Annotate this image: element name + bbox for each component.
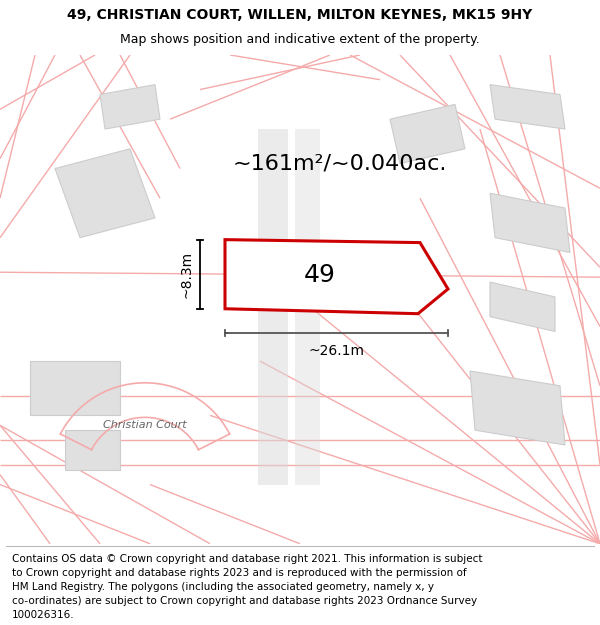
Polygon shape [258, 129, 288, 484]
Polygon shape [490, 282, 555, 331]
Polygon shape [390, 104, 465, 164]
Polygon shape [225, 239, 448, 314]
Text: co-ordinates) are subject to Crown copyright and database rights 2023 Ordnance S: co-ordinates) are subject to Crown copyr… [12, 596, 477, 606]
Text: to Crown copyright and database rights 2023 and is reproduced with the permissio: to Crown copyright and database rights 2… [12, 568, 467, 578]
Polygon shape [55, 149, 155, 238]
Polygon shape [65, 430, 120, 470]
Polygon shape [100, 84, 160, 129]
Text: Map shows position and indicative extent of the property.: Map shows position and indicative extent… [120, 33, 480, 46]
Polygon shape [490, 84, 565, 129]
Text: 100026316.: 100026316. [12, 611, 74, 621]
Text: Contains OS data © Crown copyright and database right 2021. This information is : Contains OS data © Crown copyright and d… [12, 554, 482, 564]
Text: Christian Court: Christian Court [103, 420, 187, 430]
Text: ~26.1m: ~26.1m [308, 344, 365, 358]
Polygon shape [30, 361, 120, 416]
Polygon shape [470, 371, 565, 445]
Polygon shape [295, 129, 320, 484]
Text: 49: 49 [304, 263, 336, 287]
Polygon shape [490, 193, 570, 253]
Text: HM Land Registry. The polygons (including the associated geometry, namely x, y: HM Land Registry. The polygons (includin… [12, 582, 434, 592]
Text: ~8.3m: ~8.3m [179, 251, 193, 298]
Text: 49, CHRISTIAN COURT, WILLEN, MILTON KEYNES, MK15 9HY: 49, CHRISTIAN COURT, WILLEN, MILTON KEYN… [67, 8, 533, 22]
Text: ~161m²/~0.040ac.: ~161m²/~0.040ac. [233, 154, 447, 174]
